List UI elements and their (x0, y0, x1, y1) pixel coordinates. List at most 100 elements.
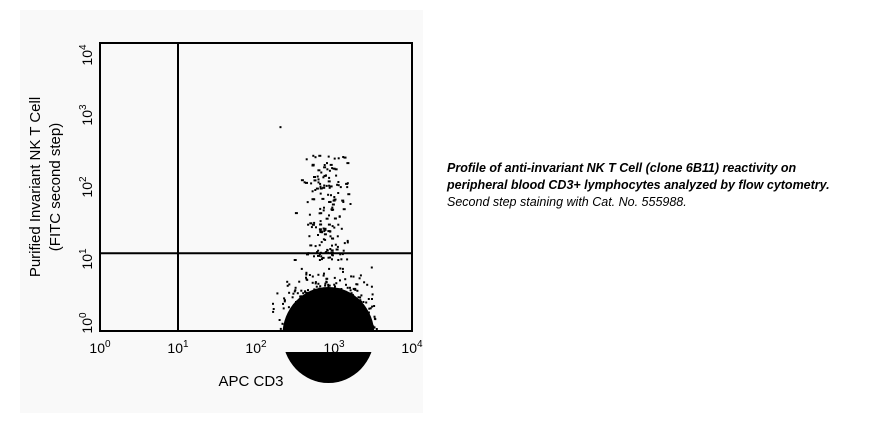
event-dot (301, 324, 304, 327)
event-dot (292, 292, 295, 295)
event-dot (323, 298, 326, 301)
event-dot (335, 317, 338, 319)
event-dot (358, 327, 361, 330)
event-dot (316, 175, 319, 178)
event-dot (323, 184, 326, 187)
event-dot (309, 291, 312, 294)
event-dot (294, 321, 297, 324)
figure-caption: Profile of anti-invariant NK T Cell (clo… (447, 160, 847, 211)
event-dot (326, 248, 329, 251)
event-dot (362, 316, 365, 319)
event-dot (323, 317, 326, 320)
event-dot (334, 304, 337, 307)
event-dot (345, 182, 349, 185)
event-dot (337, 223, 340, 226)
event-dot (297, 314, 300, 317)
event-dot (318, 316, 321, 319)
event-dot (337, 184, 340, 187)
event-dot (305, 181, 308, 184)
event-dot (329, 304, 332, 307)
event-dot (330, 208, 333, 211)
event-dot (340, 293, 343, 295)
event-dot (320, 308, 322, 311)
event-dot (338, 311, 341, 314)
event-dot (315, 314, 317, 317)
event-dot (301, 309, 304, 312)
event-dot (354, 320, 356, 323)
event-dot (319, 220, 322, 223)
event-dot (318, 259, 321, 261)
event-dot (328, 320, 331, 323)
event-dot (370, 328, 373, 331)
x-tick-label: 104 (401, 339, 423, 356)
event-dot (343, 313, 346, 316)
event-dot (343, 294, 346, 297)
event-dot (315, 315, 318, 318)
event-dot (364, 324, 367, 327)
event-dot (329, 256, 332, 259)
event-dot (323, 272, 325, 275)
event-dot (313, 255, 315, 258)
event-dot (297, 325, 300, 328)
event-dot (346, 258, 349, 261)
event-dot (291, 328, 294, 331)
event-dot (298, 300, 301, 303)
event-dot (338, 296, 341, 298)
event-dot (332, 296, 335, 299)
event-dot (314, 282, 317, 285)
event-dot (328, 176, 331, 179)
event-dot (354, 309, 357, 312)
event-dot (328, 298, 331, 301)
event-dot (367, 320, 370, 323)
event-dot (290, 310, 293, 313)
event-dot (292, 310, 295, 313)
event-dot (330, 306, 332, 308)
event-dot (302, 295, 305, 298)
event-dot (338, 291, 341, 293)
event-dot (331, 318, 334, 321)
x-tick-label: 102 (245, 339, 267, 356)
event-dot (346, 162, 350, 165)
event-dot (297, 308, 300, 311)
event-dot (358, 325, 360, 328)
event-dot (307, 322, 310, 325)
event-dot (331, 315, 334, 318)
event-dot (328, 214, 330, 217)
event-dot (346, 328, 349, 331)
event-dot (363, 323, 366, 325)
event-dot (272, 310, 275, 313)
event-dot (361, 313, 364, 316)
event-dot (289, 311, 292, 314)
event-dot (321, 256, 325, 259)
event-dot (362, 308, 365, 311)
event-dot (342, 317, 345, 320)
event-dot (344, 323, 347, 326)
event-dot (318, 212, 321, 215)
event-dot (331, 244, 333, 247)
event-dot (339, 310, 342, 313)
event-dot (325, 319, 328, 322)
event-dot (328, 184, 331, 187)
event-dot (313, 176, 316, 178)
event-dot (348, 323, 351, 325)
event-dot (324, 299, 327, 302)
event-dot (347, 193, 351, 196)
event-dot (353, 319, 356, 322)
event-dot (312, 320, 315, 323)
event-dot (345, 318, 348, 320)
event-dot (366, 312, 369, 315)
event-dot (322, 325, 325, 327)
event-dot (301, 303, 304, 305)
event-dot (310, 182, 313, 185)
event-dot (332, 199, 336, 202)
event-dot (287, 306, 290, 309)
event-dot (356, 289, 359, 292)
event-dot (312, 324, 315, 327)
event-dot (342, 201, 345, 203)
event-dot (321, 197, 325, 200)
event-dot (322, 311, 325, 314)
event-dot (308, 308, 311, 311)
svg-text:102: 102 (78, 176, 95, 198)
event-dot (283, 300, 286, 303)
event-dot (332, 323, 335, 326)
